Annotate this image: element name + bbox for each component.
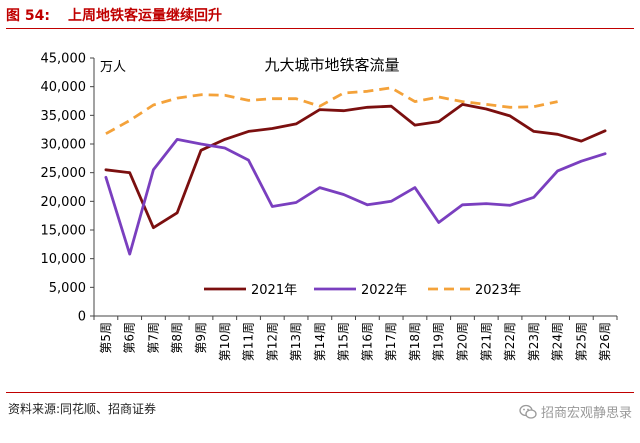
figure-label: 图 54: <box>6 8 50 24</box>
series-2023年 <box>105 86 558 135</box>
x-axis: 第5周 第6周 第7周 第8周 第9周 第10周 第11周 第12周 第13周 第14周 第15周第… <box>93 315 618 361</box>
source-note: 资料来源:同花顺、招商证券 <box>8 402 157 416</box>
x-tick-label: 第20周 <box>455 322 469 361</box>
y-tick-label: 35,000 <box>41 109 87 124</box>
y-axis-unit-label: 万人 <box>100 60 126 75</box>
wechat-icon <box>519 404 537 419</box>
series-line <box>104 137 607 256</box>
watermark: 招商宏观静思录 <box>519 402 632 421</box>
x-tick-label: 第7周 <box>146 322 160 354</box>
x-tick-label: 第25周 <box>574 322 588 361</box>
x-tick-label: 第23周 <box>527 322 541 361</box>
y-tick-label: 0 <box>78 310 86 325</box>
figure-title: 上周地铁客运量继续回升 <box>68 8 222 24</box>
x-tick-label: 第21周 <box>479 322 493 361</box>
x-tick-label: 第11周 <box>242 322 256 361</box>
series-2021年 <box>104 103 607 230</box>
source-divider <box>6 392 634 393</box>
series-2022年 <box>104 137 607 256</box>
x-tick-label: 第19周 <box>432 322 446 361</box>
x-tick-label: 第10周 <box>218 322 232 361</box>
x-tick-label: 第13周 <box>289 322 303 361</box>
x-tick-label: 第17周 <box>384 322 398 361</box>
chart-title: 九大城市地铁客流量 <box>264 56 399 74</box>
series-layer <box>104 86 607 256</box>
watermark-text: 招商宏观静思录 <box>540 406 632 421</box>
y-tick-label: 40,000 <box>41 80 87 95</box>
legend: 2021年 2022年 2023年 <box>204 283 521 298</box>
legend-label: 2022年 <box>361 283 407 298</box>
x-tick-label: 第22周 <box>503 322 517 361</box>
x-tick-label: 第24周 <box>551 322 565 361</box>
y-axis: 0 5,000 10,000 15,000 20,000 25,000 30,000 35,0… <box>41 52 95 325</box>
legend-label: 2021年 <box>251 283 297 298</box>
x-tick-label: 第16周 <box>360 322 374 361</box>
legend-label: 2023年 <box>475 283 521 298</box>
y-tick-label: 15,000 <box>41 224 87 239</box>
y-tick-label: 30,000 <box>41 138 87 153</box>
figure-header: 图 54: 上周地铁客运量继续回升 <box>6 2 634 29</box>
y-tick-label: 5,000 <box>49 281 86 296</box>
y-tick-label: 20,000 <box>41 195 87 210</box>
series-line <box>105 86 558 135</box>
x-tick-label: 第6周 <box>123 322 137 354</box>
y-tick-label: 25,000 <box>41 166 87 181</box>
x-tick-label: 第9周 <box>194 322 208 354</box>
x-tick-label: 第5周 <box>99 322 113 354</box>
x-tick-label: 第12周 <box>265 322 279 361</box>
x-tick-label: 第18周 <box>408 322 422 361</box>
x-tick-label: 第14周 <box>313 322 327 361</box>
series-line <box>104 103 607 230</box>
x-tick-label: 第26周 <box>598 322 612 361</box>
y-tick-label: 10,000 <box>41 252 87 267</box>
y-tick-label: 45,000 <box>41 52 87 67</box>
x-tick-label: 第15周 <box>337 322 351 361</box>
x-tick-label: 第8周 <box>170 322 184 354</box>
